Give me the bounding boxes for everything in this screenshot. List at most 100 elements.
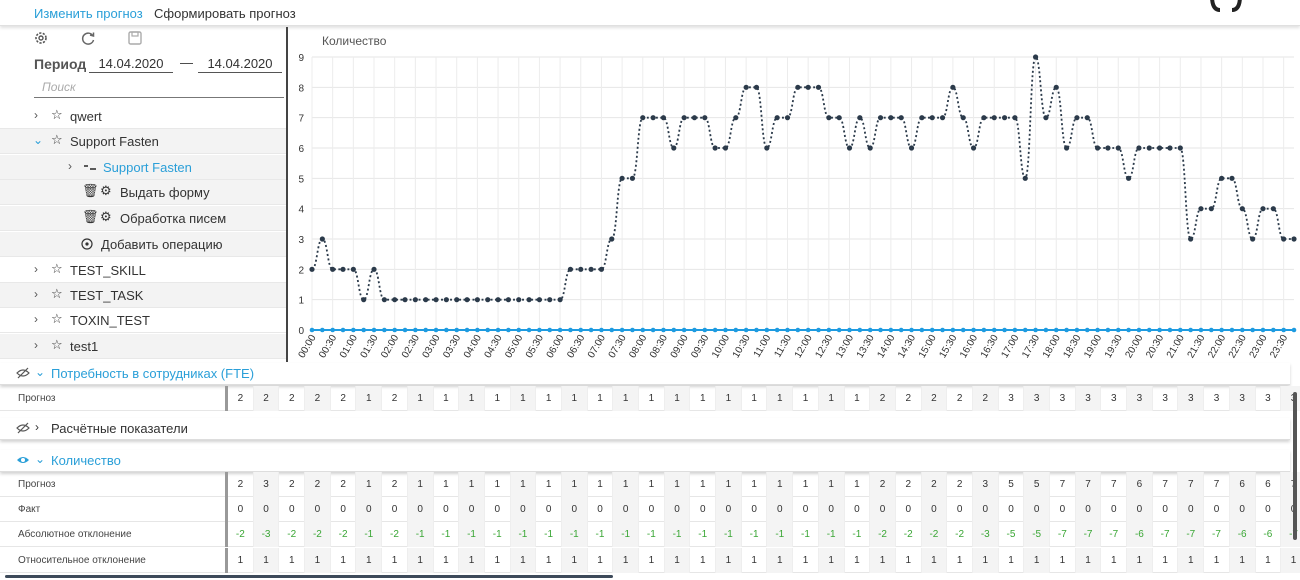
table-cell: 1	[613, 548, 639, 573]
star-icon[interactable]: ☆	[51, 311, 63, 326]
headset-icon[interactable]	[1208, 0, 1244, 12]
chevron-right-icon[interactable]: ›	[68, 159, 72, 173]
tree-item-qwert[interactable]: › ☆ qwert	[0, 104, 286, 129]
chevron-right-icon[interactable]: ›	[34, 262, 38, 276]
table-cell: 2	[870, 472, 896, 497]
y-tick-label: 5	[298, 174, 304, 185]
table-cell: -1	[588, 522, 614, 547]
table-cell: -1	[767, 522, 794, 547]
x-tick-label: 18:00	[1041, 333, 1063, 361]
chevron-right-icon[interactable]: ›	[34, 108, 38, 122]
forecast-point	[1105, 145, 1111, 151]
table-cell: 1	[434, 548, 460, 573]
table-cell: 1	[588, 386, 614, 411]
table-cell: 1	[407, 548, 434, 573]
star-icon[interactable]: ☆	[51, 261, 63, 276]
tree-item-toxin-test[interactable]: › ☆ TOXIN_TEST	[0, 308, 286, 333]
star-icon[interactable]: ☆	[51, 132, 63, 147]
table-cell: 1	[407, 472, 434, 497]
fact-point	[609, 327, 615, 333]
hidden-eye-icon[interactable]	[16, 421, 30, 435]
table-cell: 1	[407, 386, 434, 411]
forecast-point	[1146, 145, 1152, 151]
gear-icon[interactable]: ⚙	[100, 183, 112, 198]
forecast-point	[392, 297, 398, 303]
fact-point	[692, 327, 697, 333]
tab-edit-forecast[interactable]: Изменить прогноз	[34, 6, 143, 21]
chevron-down-icon[interactable]: ⌄	[35, 452, 46, 466]
vertical-scrollbar[interactable]	[1293, 392, 1297, 540]
x-tick-label: 17:00	[999, 333, 1021, 361]
star-icon[interactable]: ☆	[51, 107, 63, 122]
table-cell: 6	[1127, 472, 1153, 497]
table-cell: 3	[1153, 386, 1179, 411]
fact-point	[816, 327, 821, 333]
table-cell: 0	[921, 497, 948, 522]
fact-point	[733, 327, 739, 333]
y-tick-label: 9	[298, 53, 304, 64]
star-icon[interactable]: ☆	[51, 337, 63, 352]
fact-point	[1074, 327, 1080, 333]
hidden-eye-icon[interactable]	[16, 366, 30, 380]
table-cell: 0	[664, 497, 691, 522]
refresh-icon[interactable]	[80, 30, 96, 46]
date-to-input[interactable]: 14.04.2020	[198, 56, 282, 73]
date-from-input[interactable]: 14.04.2020	[89, 56, 173, 73]
tree-item-test1[interactable]: › ☆ test1	[0, 334, 286, 359]
forecast-point	[846, 145, 853, 151]
row-label: Прогноз	[18, 393, 56, 404]
table-cell: 1	[1153, 548, 1179, 573]
trash-icon[interactable]: 🗑	[82, 183, 99, 198]
table-cell: 1	[253, 548, 280, 573]
star-icon[interactable]: ☆	[51, 286, 63, 301]
fact-point	[423, 327, 429, 333]
tree-item-operation[interactable]: 🗑 ⚙ Обработка писем	[0, 206, 286, 231]
chevron-right-icon[interactable]: ›	[34, 312, 38, 326]
section-fte-header[interactable]: ⌄ Потребность в сотрудниках (FTE)	[0, 363, 1290, 385]
chevron-right-icon[interactable]: ›	[35, 420, 39, 434]
add-circle-icon[interactable]	[81, 238, 93, 250]
horizontal-scrollbar[interactable]	[5, 575, 613, 578]
date-separator: —	[180, 55, 193, 70]
chevron-down-icon[interactable]: ⌄	[35, 365, 46, 379]
table-cell: 0	[1256, 497, 1282, 522]
trash-icon[interactable]: 🗑	[82, 209, 99, 224]
tree-item-add-operation[interactable]: Добавить операцию	[0, 232, 286, 257]
table-cell: 2	[279, 472, 306, 497]
forecast-point	[1084, 115, 1090, 121]
fact-point	[681, 327, 687, 333]
table-cell: -1	[536, 522, 562, 547]
chevron-right-icon[interactable]: ›	[34, 287, 38, 301]
table-cell: -1	[690, 522, 717, 547]
section-calc-header[interactable]: › Расчётные показатели	[0, 418, 1290, 440]
fact-point	[454, 327, 460, 333]
tree-item-support-fasten[interactable]: ⌄ ☆ Support Fasten	[0, 129, 286, 154]
table-cell: 1	[485, 548, 511, 573]
section-fte-title: Потребность в сотрудниках (FTE)	[51, 366, 255, 381]
table-cell: 1	[972, 548, 999, 573]
settings-gear-icon[interactable]	[33, 30, 49, 46]
table-cell: 0	[434, 497, 460, 522]
fact-point	[1033, 327, 1038, 333]
chevron-down-icon[interactable]: ⌄	[33, 133, 44, 147]
tree-item-support-fasten-child[interactable]: › Support Fasten	[0, 155, 286, 180]
chevron-right-icon[interactable]: ›	[34, 338, 38, 352]
tab-build-forecast[interactable]: Сформировать прогноз	[154, 6, 296, 21]
fact-point	[909, 327, 914, 333]
table-cell: -2	[382, 522, 408, 547]
tree-item-test-task[interactable]: › ☆ TEST_TASK	[0, 283, 286, 308]
table-cell: -3	[253, 522, 280, 547]
save-icon[interactable]	[127, 30, 143, 46]
chart-grid	[311, 56, 1294, 331]
gear-icon[interactable]: ⚙	[100, 209, 112, 224]
tree-item-operation[interactable]: 🗑 ⚙ Выдать форму	[0, 180, 286, 205]
forecast-point	[1208, 206, 1214, 212]
forecast-point	[712, 145, 718, 151]
search-input[interactable]: Поиск	[34, 80, 284, 98]
section-qty-header[interactable]: ⌄ Количество	[0, 450, 1290, 472]
forecast-point	[1115, 145, 1121, 151]
table-cell: 1	[639, 472, 665, 497]
eye-icon[interactable]	[16, 453, 30, 467]
fact-point	[650, 327, 656, 333]
tree-item-test-skill[interactable]: › ☆ TEST_SKILL	[0, 258, 286, 283]
